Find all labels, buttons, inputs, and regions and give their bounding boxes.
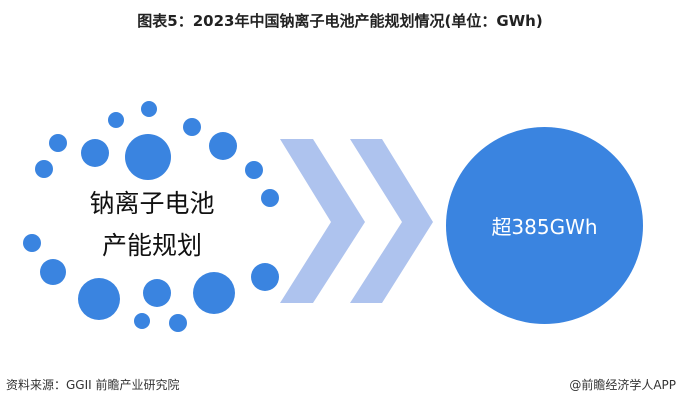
dot: [209, 132, 237, 160]
dot: [169, 314, 187, 332]
dot: [251, 263, 279, 291]
left-label-line1: 钠离子电池: [89, 189, 215, 218]
dot-ring: [23, 101, 279, 332]
dot: [81, 139, 109, 167]
source-note: 资料来源：GGII 前瞻产业研究院: [6, 378, 180, 392]
left-label-line2: 产能规划: [101, 231, 202, 260]
dot: [35, 160, 53, 178]
dot: [261, 189, 279, 207]
dot: [108, 112, 124, 128]
dot: [141, 101, 157, 117]
dot: [134, 313, 150, 329]
dot: [143, 279, 171, 307]
dot: [49, 134, 67, 152]
result-circle: [446, 127, 643, 324]
dot: [193, 272, 235, 314]
chevron-arrow-1: [280, 139, 365, 303]
dot: [78, 278, 120, 320]
result-value: 超385GWh: [491, 215, 598, 239]
credit-note: @前瞻经济学人APP: [569, 378, 676, 392]
dot: [125, 134, 171, 180]
dot: [23, 234, 41, 252]
chart-title: 图表5：2023年中国钠离子电池产能规划情况(单位：GWh): [137, 12, 543, 30]
dot: [40, 259, 66, 285]
dot: [183, 118, 201, 136]
chevron-arrow-2: [350, 139, 433, 303]
dot: [245, 161, 263, 179]
